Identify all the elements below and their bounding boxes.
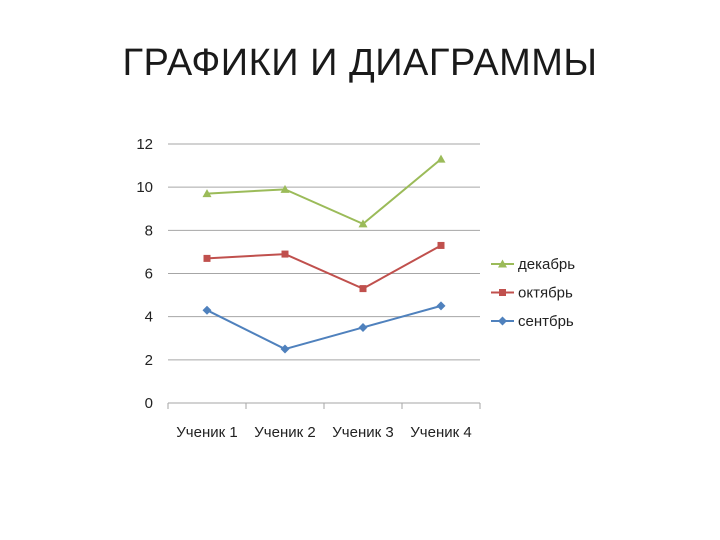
data-point [359, 285, 367, 293]
y-tick-label: 2 [145, 352, 153, 369]
legend-marker [498, 259, 507, 268]
data-point [437, 241, 445, 249]
data-point [280, 344, 290, 354]
data-point [202, 189, 212, 198]
data-point [280, 184, 290, 193]
data-point [358, 322, 368, 332]
data-point [203, 254, 211, 262]
legend-marker [498, 316, 507, 326]
y-tick-label: 8 [145, 222, 153, 239]
legend-label: декабрь [518, 256, 575, 273]
gridlines [168, 143, 480, 361]
series-line [206, 304, 442, 351]
y-tick-label: 10 [136, 179, 153, 196]
y-tick-label: 6 [145, 266, 153, 283]
x-category-label: Ученик 3 [332, 424, 393, 441]
y-tick-labels: 0 2 4 6 8 10 12 [136, 136, 153, 412]
data-point [436, 301, 446, 311]
x-category-label: Ученик 1 [176, 424, 237, 441]
slide-title: ГРАФИКИ И ДИАГРАММЫ [122, 42, 598, 84]
data-point [358, 219, 368, 228]
series-line [206, 158, 442, 226]
data-point [202, 305, 212, 315]
series-lines [202, 154, 446, 354]
x-category-labels: Ученик 1 Ученик 2 Ученик 3 Ученик 4 [176, 424, 471, 441]
data-point [281, 250, 289, 258]
x-category-label: Ученик 2 [254, 424, 315, 441]
y-tick-label: 4 [145, 309, 153, 326]
legend-marker [499, 289, 506, 296]
data-point [436, 154, 446, 163]
y-tick-label: 0 [145, 395, 153, 412]
series-line [206, 244, 442, 290]
legend-label: октябрь [518, 285, 573, 302]
legend: декабрь октябрь сентбрь [491, 256, 575, 330]
x-axis [167, 402, 481, 409]
y-tick-label: 12 [136, 136, 153, 153]
x-category-label: Ученик 4 [410, 424, 471, 441]
legend-label: сентбрь [518, 313, 574, 330]
